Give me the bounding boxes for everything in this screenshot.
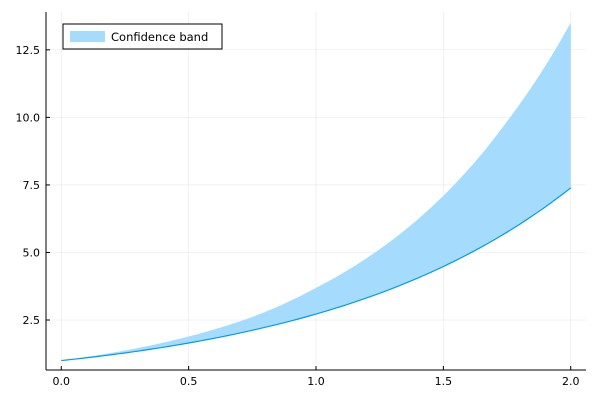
y-tick-label: 5.0 — [23, 246, 41, 259]
x-tick-label: 1.0 — [307, 375, 325, 388]
confidence-band-area — [61, 22, 571, 361]
series-line — [61, 187, 572, 362]
grid-lines — [46, 12, 586, 370]
x-tick-label: 1.5 — [435, 375, 453, 388]
x-axis-ticks: 0.0 0.5 1.0 1.5 2.0 — [53, 366, 580, 388]
y-tick-label: 2.5 — [23, 314, 41, 327]
x-tick-label: 0.0 — [53, 375, 71, 388]
y-axis-ticks: 2.5 5.0 7.5 10.0 12.5 — [16, 44, 50, 327]
x-tick-label: 2.0 — [562, 375, 580, 388]
legend: Confidence band — [62, 23, 223, 50]
y-tick-label: 7.5 — [23, 179, 41, 192]
y-tick-label: 10.0 — [16, 111, 41, 124]
band-layer — [61, 22, 572, 362]
x-tick-label: 0.5 — [180, 375, 198, 388]
y-tick-label: 12.5 — [16, 44, 41, 57]
legend-swatch — [70, 31, 105, 42]
legend-label: Confidence band — [111, 30, 208, 44]
